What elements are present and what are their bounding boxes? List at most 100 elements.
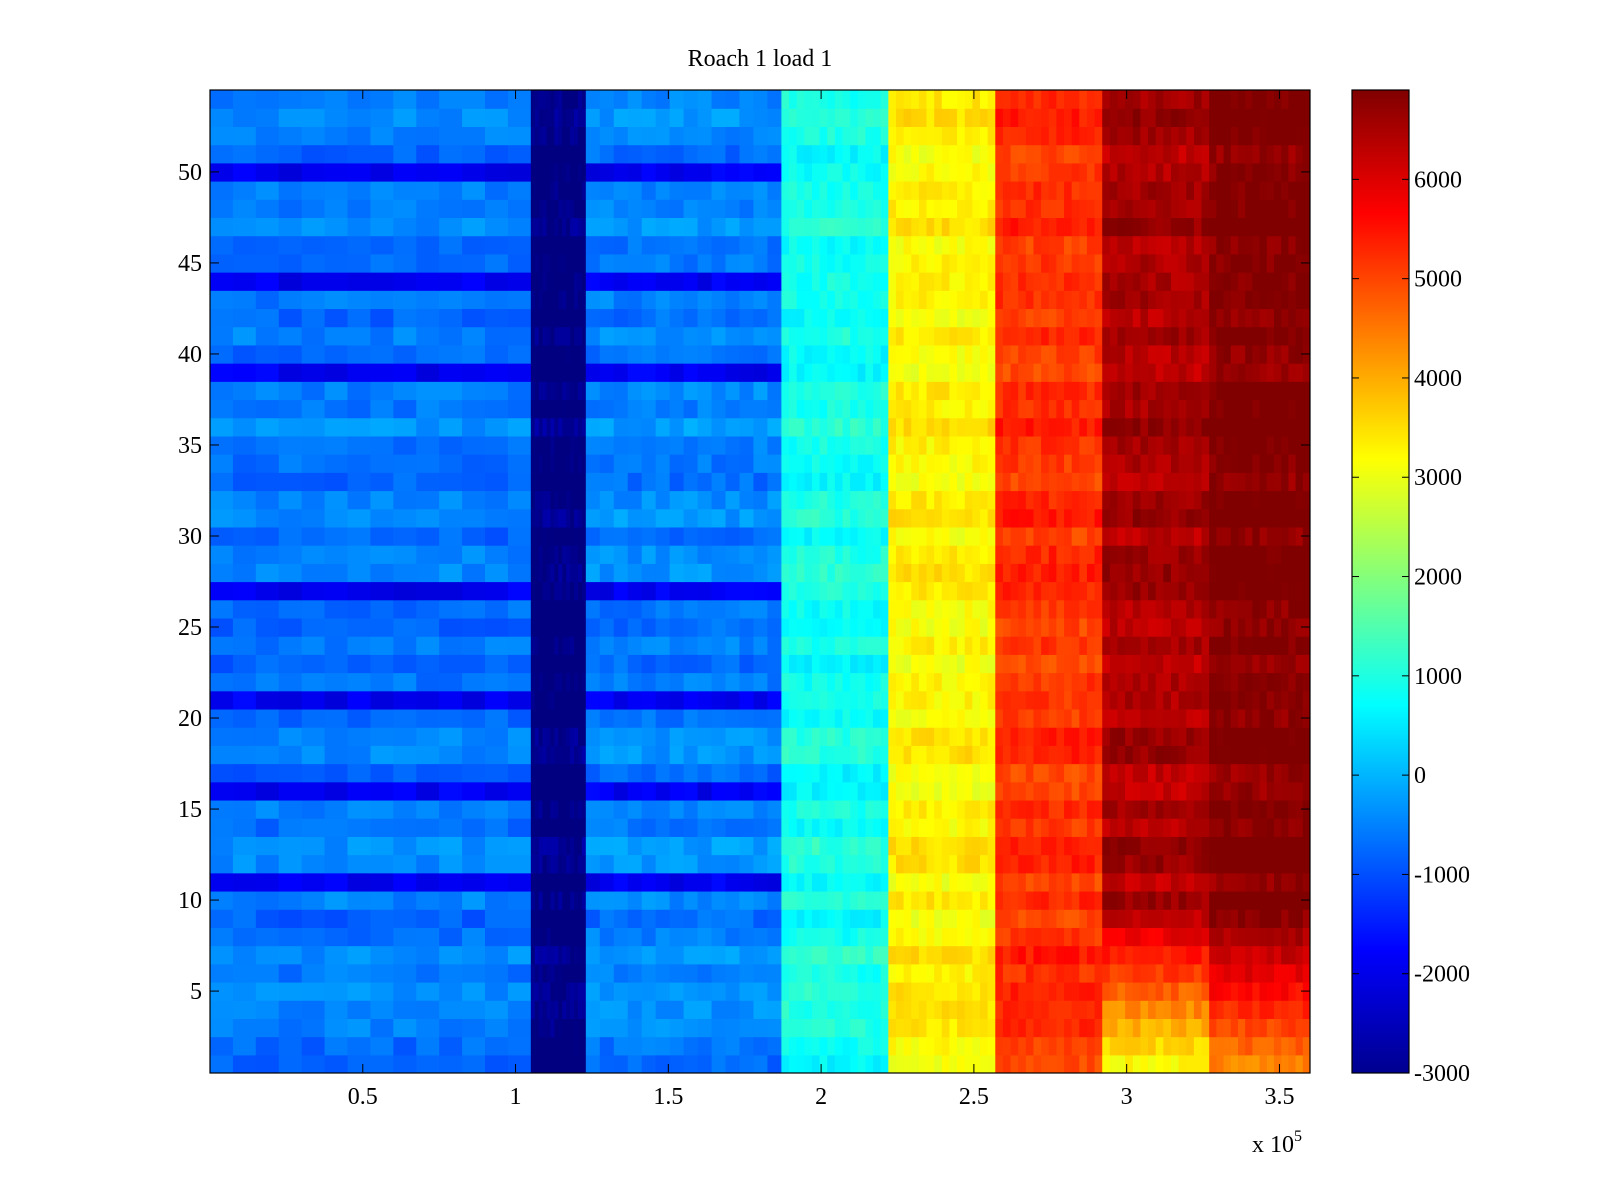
- heatmap-cell: [1094, 799, 1103, 819]
- heatmap-cell: [301, 363, 326, 382]
- heatmap-cell: [1094, 472, 1103, 492]
- heatmap-cell: [1010, 308, 1019, 328]
- heatmap-cell: [1295, 963, 1304, 983]
- heatmap-cell: [439, 545, 463, 564]
- heatmap-cell: [570, 745, 575, 765]
- heatmap-cell: [1125, 417, 1134, 437]
- heatmap-cell: [811, 1018, 821, 1038]
- heatmap-cell: [1071, 272, 1080, 291]
- heatmap-cell: [1186, 727, 1195, 746]
- heatmap-cell: [987, 818, 996, 837]
- heatmap-cell: [538, 344, 544, 364]
- heatmap-cell: [1259, 490, 1268, 510]
- heatmap-cell: [1245, 526, 1253, 546]
- heatmap-cell: [934, 727, 943, 746]
- heatmap-cell: [1178, 326, 1187, 346]
- heatmap-cell: [934, 890, 943, 910]
- heatmap-cell: [857, 454, 867, 473]
- heatmap-cell: [542, 526, 548, 546]
- heatmap-cell: [1163, 545, 1172, 564]
- heatmap-cell: [210, 672, 234, 692]
- heatmap-cell: [542, 545, 548, 564]
- heatmap-cell: [627, 599, 643, 619]
- heatmap-cell: [1071, 290, 1080, 310]
- heatmap-cell: [753, 836, 769, 856]
- heatmap-cell: [255, 508, 280, 528]
- heatmap-cell: [1201, 490, 1210, 510]
- heatmap-cell: [767, 290, 782, 310]
- heatmap-cell: [827, 890, 836, 910]
- heatmap-cell: [534, 909, 540, 928]
- heatmap-cell: [1186, 854, 1195, 874]
- heatmap-cell: [347, 508, 372, 528]
- heatmap-cell: [1237, 454, 1246, 473]
- heatmap-cell: [558, 654, 563, 674]
- heatmap-cell: [585, 872, 601, 892]
- heatmap-cell: [888, 1018, 897, 1038]
- heatmap-cell: [827, 672, 836, 692]
- heatmap-cell: [1186, 927, 1195, 947]
- heatmap-cell: [857, 381, 867, 401]
- heatmap-cell: [1288, 890, 1297, 910]
- heatmap-cell: [558, 890, 563, 910]
- heatmap-cell: [1237, 909, 1246, 928]
- heatmap-cell: [485, 617, 509, 637]
- heatmap-cell: [857, 545, 867, 564]
- heatmap-cell: [1002, 690, 1012, 710]
- heatmap-cell: [1071, 1000, 1080, 1019]
- heatmap-cell: [819, 563, 828, 583]
- heatmap-cell: [530, 490, 536, 510]
- heatmap-cell: [842, 326, 851, 346]
- heatmap-cell: [804, 981, 813, 1001]
- heatmap-cell: [1155, 799, 1164, 819]
- heatmap-cell: [1223, 818, 1232, 837]
- heatmap-cell: [1252, 381, 1261, 401]
- heatmap-cell: [1302, 363, 1310, 382]
- heatmap-cell: [789, 272, 798, 291]
- heatmap-cell: [880, 526, 889, 546]
- heatmap-cell: [1209, 454, 1217, 473]
- heatmap-cell: [1295, 526, 1304, 546]
- heatmap-cell: [1281, 981, 1289, 1001]
- heatmap-cell: [857, 763, 867, 783]
- heatmap-cell: [1201, 435, 1210, 455]
- heatmap-cell: [865, 836, 874, 856]
- heatmap-cell: [781, 890, 790, 910]
- heatmap-cell: [585, 963, 601, 983]
- heatmap-cell: [542, 927, 548, 947]
- heatmap-cell: [1186, 1018, 1195, 1038]
- heatmap-cell: [911, 1036, 920, 1056]
- heatmap-cell: [577, 909, 583, 928]
- heatmap-cell: [842, 763, 851, 783]
- heatmap-cell: [781, 636, 790, 655]
- heatmap-cell: [980, 326, 989, 346]
- heatmap-cell: [546, 526, 552, 546]
- heatmap-cell: [1010, 909, 1019, 928]
- heatmap-cell: [827, 1018, 836, 1038]
- heatmap-cell: [416, 454, 440, 473]
- heatmap-cell: [739, 708, 755, 728]
- heatmap-cell: [903, 290, 912, 310]
- heatmap-cell: [796, 617, 805, 637]
- heatmap-cell: [1033, 890, 1042, 910]
- heatmap-cell: [957, 272, 966, 291]
- heatmap-cell: [1109, 854, 1119, 874]
- heatmap-cell: [1178, 344, 1187, 364]
- heatmap-cell: [1048, 927, 1057, 947]
- heatmap-cell: [711, 745, 727, 765]
- heatmap-cell: [918, 599, 928, 619]
- heatmap-cell: [1170, 1036, 1180, 1056]
- heatmap-cell: [819, 472, 828, 492]
- heatmap-cell: [669, 781, 685, 801]
- heatmap-cell: [1209, 1000, 1217, 1019]
- heatmap-cell: [278, 672, 303, 692]
- heatmap-cell: [538, 617, 544, 637]
- heatmap-cell: [301, 472, 326, 492]
- heatmap-cell: [842, 672, 851, 692]
- heatmap-cell: [232, 435, 257, 455]
- heatmap-cell: [599, 472, 615, 492]
- heatmap-cell: [804, 381, 813, 401]
- heatmap-cell: [911, 654, 920, 674]
- heatmap-cell: [857, 617, 867, 637]
- heatmap-cell: [1002, 1036, 1012, 1056]
